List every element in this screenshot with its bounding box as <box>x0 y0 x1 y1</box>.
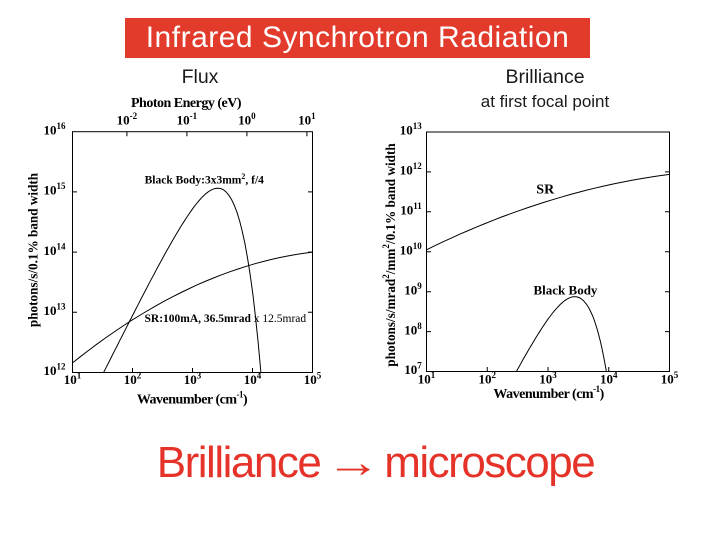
svg-text:103: 103 <box>539 370 557 386</box>
svg-text:Photon Energy (eV): Photon Energy (eV) <box>131 96 242 111</box>
svg-text:1012: 1012 <box>400 161 423 178</box>
svg-text:1013: 1013 <box>400 121 423 138</box>
svg-text:photons/s/0.1% band width: photons/s/0.1% band width <box>26 172 41 327</box>
svg-text:104: 104 <box>600 370 618 386</box>
svg-text:10-1: 10-1 <box>177 111 198 128</box>
svg-text:1012: 1012 <box>44 362 67 379</box>
svg-text:1011: 1011 <box>400 201 422 218</box>
svg-text:photons/s/mrad2/mm2/0.1% band: photons/s/mrad2/mm2/0.1% band width <box>381 143 398 367</box>
svg-text:Wavenumber (cm-1): Wavenumber (cm-1) <box>137 390 248 408</box>
svg-text:Black Body:3x3mm2, f/4: Black Body:3x3mm2, f/4 <box>145 172 265 187</box>
svg-text:Black Body: Black Body <box>534 282 598 297</box>
svg-text:102: 102 <box>479 370 497 386</box>
svg-text:104: 104 <box>244 371 262 387</box>
svg-text:101: 101 <box>298 111 316 128</box>
svg-text:101: 101 <box>64 371 82 387</box>
svg-text:108: 108 <box>404 321 422 338</box>
svg-text:10-2: 10-2 <box>117 111 138 128</box>
svg-text:Wavenumber (cm-1): Wavenumber (cm-1) <box>493 384 604 402</box>
svg-text:1016: 1016 <box>44 121 67 138</box>
svg-text:105: 105 <box>661 370 679 386</box>
svg-text:SR:100mA, 36.5mrad x 12.5mrad: SR:100mA, 36.5mrad x 12.5mrad <box>145 313 307 325</box>
svg-text:103: 103 <box>184 371 202 387</box>
svg-text:SR: SR <box>536 183 555 198</box>
svg-text:100: 100 <box>238 111 256 128</box>
svg-text:1014: 1014 <box>44 241 67 257</box>
svg-text:1010: 1010 <box>400 241 423 258</box>
svg-text:1015: 1015 <box>44 181 67 198</box>
svg-text:105: 105 <box>304 371 322 387</box>
svg-text:1013: 1013 <box>44 302 67 319</box>
svg-text:101: 101 <box>418 370 436 386</box>
svg-text:102: 102 <box>124 371 142 387</box>
svg-text:109: 109 <box>404 281 422 298</box>
